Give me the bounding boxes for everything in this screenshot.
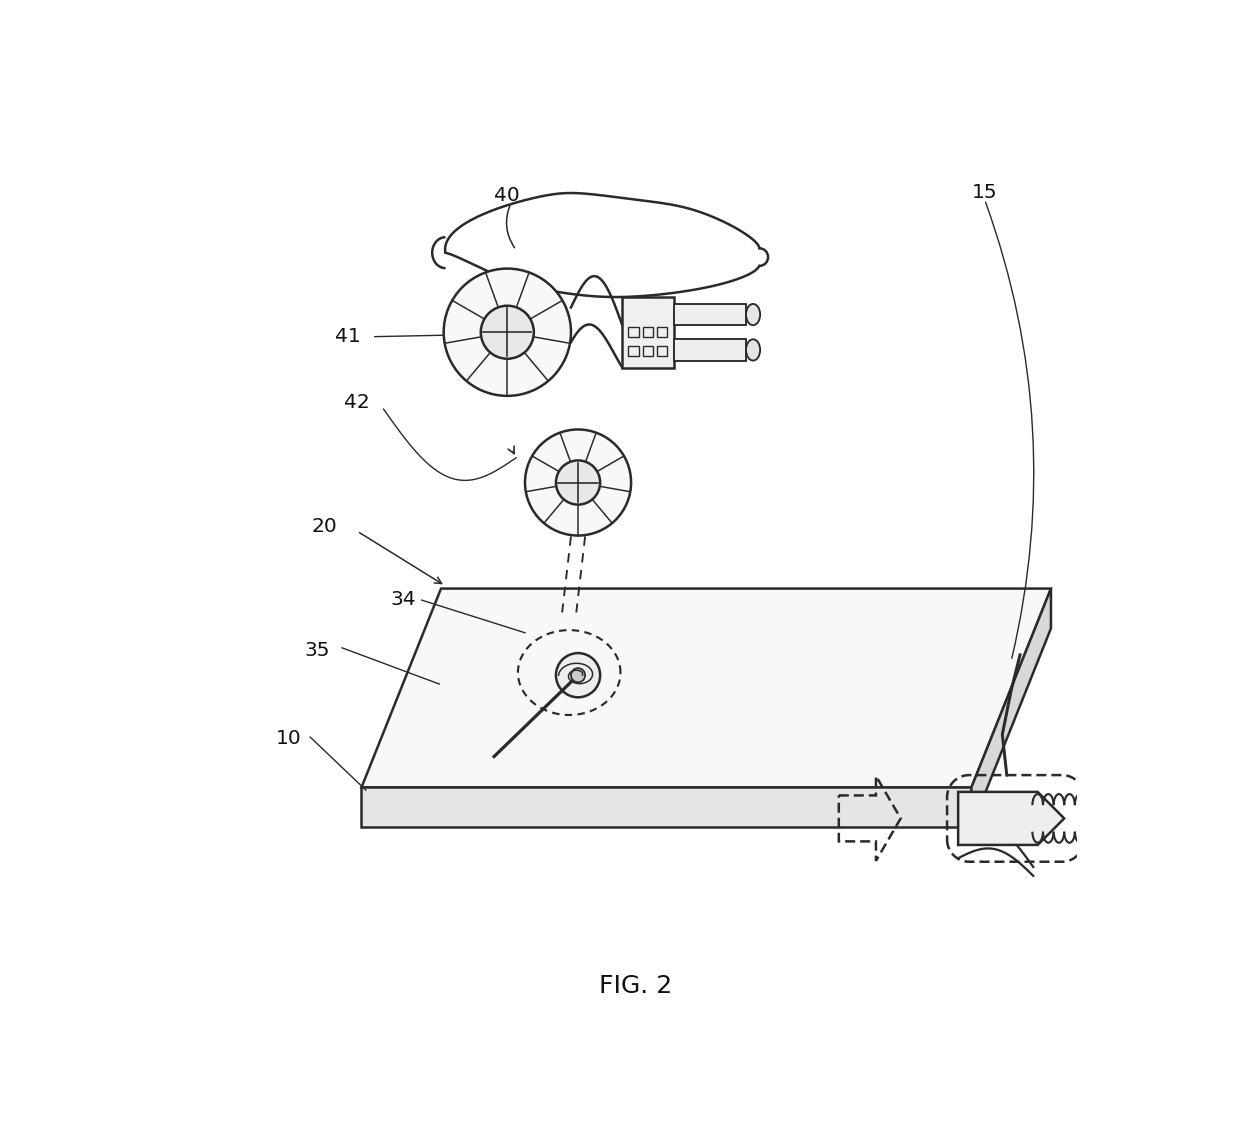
Bar — [629, 346, 639, 356]
Ellipse shape — [525, 429, 631, 535]
Text: 42: 42 — [345, 394, 370, 412]
Text: 34: 34 — [391, 590, 415, 608]
Bar — [673, 304, 746, 325]
Ellipse shape — [444, 269, 570, 396]
Bar — [657, 327, 667, 338]
Polygon shape — [362, 788, 971, 828]
Bar — [642, 327, 652, 338]
Ellipse shape — [481, 305, 534, 358]
Bar — [629, 327, 639, 338]
Text: 40: 40 — [495, 186, 521, 204]
Polygon shape — [971, 589, 1052, 828]
Bar — [673, 340, 746, 360]
Text: 10: 10 — [277, 729, 301, 748]
Text: 20: 20 — [311, 518, 337, 536]
Ellipse shape — [746, 304, 760, 325]
Circle shape — [556, 653, 600, 697]
Bar — [657, 346, 667, 356]
Bar — [622, 297, 673, 367]
Polygon shape — [362, 589, 1052, 788]
Text: 15: 15 — [972, 183, 997, 202]
Bar — [1112, 792, 1131, 845]
Ellipse shape — [746, 340, 760, 360]
Bar — [642, 346, 652, 356]
Polygon shape — [959, 792, 1064, 845]
Text: FIG. 2: FIG. 2 — [599, 975, 672, 999]
Circle shape — [570, 668, 585, 682]
Text: 41: 41 — [335, 327, 361, 347]
Ellipse shape — [556, 460, 600, 505]
Text: 35: 35 — [305, 641, 330, 660]
